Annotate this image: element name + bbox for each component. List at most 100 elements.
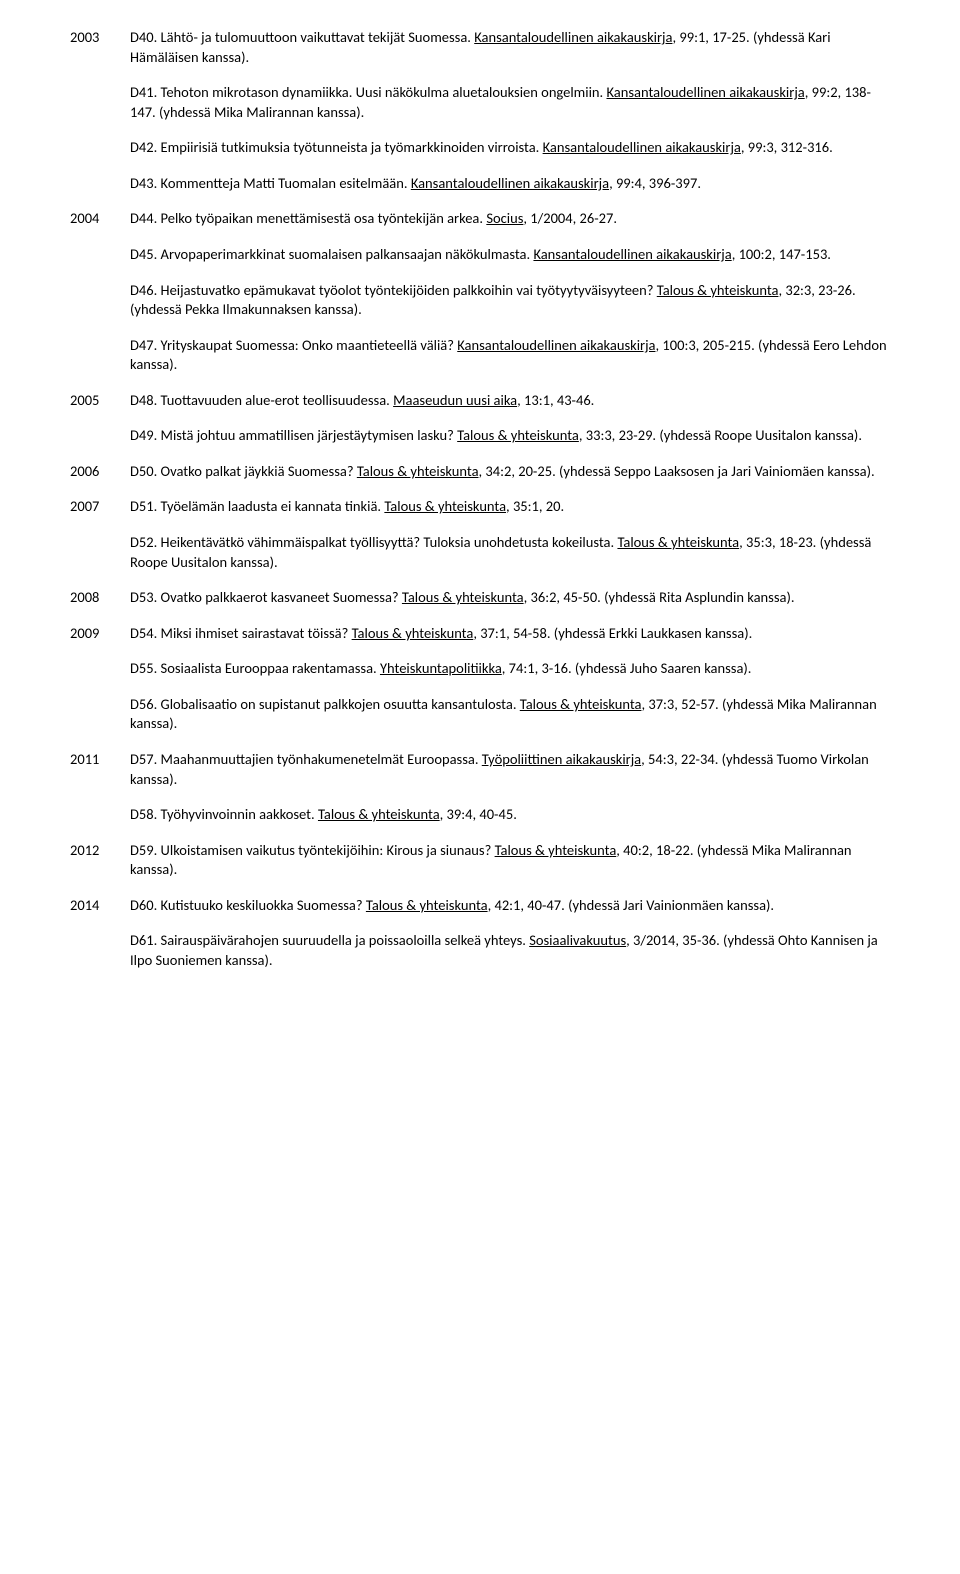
- publication-fragment: D61. Sairauspäivärahojen suuruudella ja …: [130, 931, 529, 949]
- year-label: 2014: [70, 896, 130, 916]
- publication-text: D48. Tuottavuuden alue-erot teollisuudes…: [130, 391, 890, 411]
- journal-title: Talous & yhteiskunta: [657, 281, 779, 299]
- publication-text: D56. Globalisaatio on supistanut palkkoj…: [130, 695, 890, 734]
- publication-list-page: 2003D40. Lähtö- ja tulomuuttoon vaikutta…: [0, 0, 960, 1014]
- publication-entry: 2012D59. Ulkoistamisen vaikutus työnteki…: [70, 841, 890, 880]
- journal-title: Kansantaloudellinen aikakauskirja: [457, 336, 655, 354]
- publication-fragment: D49. Mistä johtuu ammatillisen järjestäy…: [130, 426, 457, 444]
- year-label: 2006: [70, 462, 130, 482]
- publication-fragment: D58. Työhyvinvoinnin aakkoset.: [130, 805, 318, 823]
- publication-text: D55. Sosiaalista Eurooppaa rakentamassa.…: [130, 659, 890, 679]
- publication-fragment: , 35:1, 20.: [506, 497, 564, 515]
- publication-entry: D52. Heikentävätkö vähimmäispalkat työll…: [70, 533, 890, 572]
- publication-fragment: D60. Kutistuuko keskiluokka Suomessa?: [130, 896, 366, 914]
- publication-entry: 2011D57. Maahanmuuttajien työnhakumenete…: [70, 750, 890, 789]
- publication-fragment: , 99:4, 396-397.: [609, 174, 701, 192]
- publication-fragment: , 13:1, 43-46.: [517, 391, 594, 409]
- journal-title: Kansantaloudellinen aikakauskirja: [606, 83, 804, 101]
- journal-title: Talous & yhteiskunta: [402, 588, 524, 606]
- publication-fragment: D51. Työelämän laadusta ei kannata tinki…: [130, 497, 384, 515]
- publication-fragment: D45. Arvopaperimarkkinat suomalaisen pal…: [130, 245, 533, 263]
- year-label: 2012: [70, 841, 130, 880]
- journal-title: Talous & yhteiskunta: [357, 462, 479, 480]
- year-label: [70, 426, 130, 446]
- publication-text: D41. Tehoton mikrotason dynamiikka. Uusi…: [130, 83, 890, 122]
- publication-entry: D43. Kommentteja Matti Tuomalan esitelmä…: [70, 174, 890, 194]
- year-label: 2005: [70, 391, 130, 411]
- publication-text: D52. Heikentävätkö vähimmäispalkat työll…: [130, 533, 890, 572]
- publication-entry: D56. Globalisaatio on supistanut palkkoj…: [70, 695, 890, 734]
- journal-title: Talous & yhteiskunta: [617, 533, 739, 551]
- year-label: [70, 174, 130, 194]
- year-label: 2008: [70, 588, 130, 608]
- publication-fragment: , 74:1, 3-16. (yhdessä Juho Saaren kanss…: [502, 659, 752, 677]
- publication-fragment: , 34:2, 20-25. (yhdessä Seppo Laaksosen …: [479, 462, 875, 480]
- journal-title: Talous & yhteiskunta: [318, 805, 440, 823]
- journal-title: Socius: [486, 209, 523, 227]
- publication-entry: D55. Sosiaalista Eurooppaa rakentamassa.…: [70, 659, 890, 679]
- publication-text: D42. Empiirisiä tutkimuksia työtunneista…: [130, 138, 890, 158]
- publication-entry: 2004D44. Pelko työpaikan menettämisestä …: [70, 209, 890, 229]
- journal-title: Talous & yhteiskunta: [352, 624, 474, 642]
- year-label: [70, 245, 130, 265]
- publication-fragment: D52. Heikentävätkö vähimmäispalkat työll…: [130, 533, 617, 551]
- journal-title: Maaseudun uusi aika: [393, 391, 517, 409]
- publication-text: D58. Työhyvinvoinnin aakkoset. Talous & …: [130, 805, 890, 825]
- publication-text: D60. Kutistuuko keskiluokka Suomessa? Ta…: [130, 896, 890, 916]
- year-label: 2007: [70, 497, 130, 517]
- publication-entry: 2006D50. Ovatko palkat jäykkiä Suomessa?…: [70, 462, 890, 482]
- year-label: [70, 336, 130, 375]
- publication-text: D61. Sairauspäivärahojen suuruudella ja …: [130, 931, 890, 970]
- journal-title: Talous & yhteiskunta: [366, 896, 488, 914]
- publication-text: D47. Yrityskaupat Suomessa: Onko maantie…: [130, 336, 890, 375]
- journal-title: Talous & yhteiskunta: [384, 497, 506, 515]
- publication-text: D53. Ovatko palkkaerot kasvaneet Suomess…: [130, 588, 890, 608]
- publication-text: D51. Työelämän laadusta ei kannata tinki…: [130, 497, 890, 517]
- publication-fragment: , 1/2004, 26-27.: [523, 209, 617, 227]
- publication-fragment: D50. Ovatko palkat jäykkiä Suomessa?: [130, 462, 357, 480]
- publication-fragment: , 39:4, 40-45.: [440, 805, 517, 823]
- publication-fragment: D53. Ovatko palkkaerot kasvaneet Suomess…: [130, 588, 402, 606]
- publication-text: D46. Heijastuvatko epämukavat työolot ty…: [130, 281, 890, 320]
- publication-entry: 2003D40. Lähtö- ja tulomuuttoon vaikutta…: [70, 28, 890, 67]
- journal-title: Työpoliittinen aikakauskirja: [482, 750, 641, 768]
- publication-text: D45. Arvopaperimarkkinat suomalaisen pal…: [130, 245, 890, 265]
- journal-title: Kansantaloudellinen aikakauskirja: [533, 245, 731, 263]
- publication-fragment: D56. Globalisaatio on supistanut palkkoj…: [130, 695, 520, 713]
- publication-entry: 2005D48. Tuottavuuden alue-erot teollisu…: [70, 391, 890, 411]
- year-label: 2003: [70, 28, 130, 67]
- publication-fragment: D55. Sosiaalista Eurooppaa rakentamassa.: [130, 659, 380, 677]
- journal-title: Sosiaalivakuutus: [529, 931, 626, 949]
- year-label: 2004: [70, 209, 130, 229]
- publication-entry: 2007D51. Työelämän laadusta ei kannata t…: [70, 497, 890, 517]
- publication-text: D49. Mistä johtuu ammatillisen järjestäy…: [130, 426, 890, 446]
- publication-fragment: D41. Tehoton mikrotason dynamiikka. Uusi…: [130, 83, 606, 101]
- year-label: [70, 931, 130, 970]
- publication-entry: 2009D54. Miksi ihmiset sairastavat töiss…: [70, 624, 890, 644]
- publication-fragment: , 99:3, 312-316.: [741, 138, 833, 156]
- publication-entry: D42. Empiirisiä tutkimuksia työtunneista…: [70, 138, 890, 158]
- publication-entry: D45. Arvopaperimarkkinat suomalaisen pal…: [70, 245, 890, 265]
- year-label: 2009: [70, 624, 130, 644]
- year-label: [70, 281, 130, 320]
- year-label: [70, 805, 130, 825]
- publication-text: D40. Lähtö- ja tulomuuttoon vaikuttavat …: [130, 28, 890, 67]
- year-label: [70, 533, 130, 572]
- publication-fragment: , 42:1, 40-47. (yhdessä Jari Vainionmäen…: [488, 896, 775, 914]
- publication-fragment: , 100:2, 147-153.: [732, 245, 831, 263]
- publication-fragment: , 36:2, 45-50. (yhdessä Rita Asplundin k…: [524, 588, 795, 606]
- publication-entry: 2008D53. Ovatko palkkaerot kasvaneet Suo…: [70, 588, 890, 608]
- publication-entry: D49. Mistä johtuu ammatillisen järjestäy…: [70, 426, 890, 446]
- publication-entry: D46. Heijastuvatko epämukavat työolot ty…: [70, 281, 890, 320]
- year-label: [70, 138, 130, 158]
- publication-text: D59. Ulkoistamisen vaikutus työntekijöih…: [130, 841, 890, 880]
- publication-fragment: D43. Kommentteja Matti Tuomalan esitelmä…: [130, 174, 411, 192]
- publication-text: D57. Maahanmuuttajien työnhakumenetelmät…: [130, 750, 890, 789]
- publication-text: D43. Kommentteja Matti Tuomalan esitelmä…: [130, 174, 890, 194]
- journal-title: Talous & yhteiskunta: [457, 426, 579, 444]
- journal-title: Talous & yhteiskunta: [520, 695, 642, 713]
- publication-fragment: , 33:3, 23-29. (yhdessä Roope Uusitalon …: [579, 426, 862, 444]
- publication-text: D44. Pelko työpaikan menettämisestä osa …: [130, 209, 890, 229]
- publication-fragment: D47. Yrityskaupat Suomessa: Onko maantie…: [130, 336, 457, 354]
- publication-fragment: , 37:1, 54-58. (yhdessä Erkki Laukkasen …: [473, 624, 752, 642]
